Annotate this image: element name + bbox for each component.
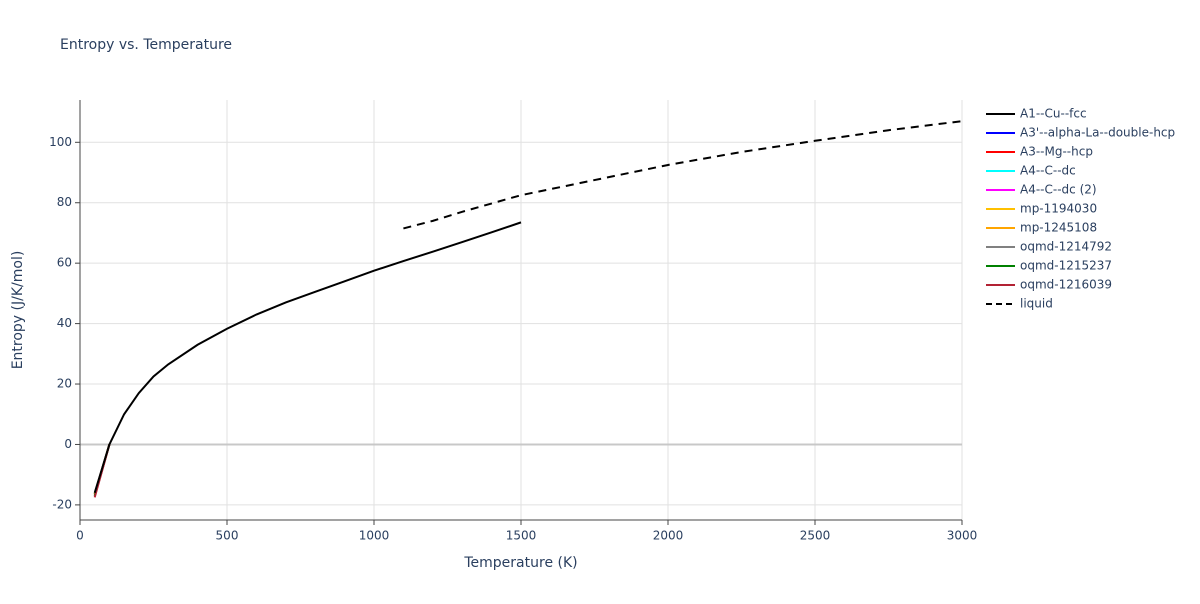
x-axis-title: Temperature (K) — [463, 555, 577, 571]
y-tick-label: 60 — [57, 256, 72, 270]
series-line — [93, 221, 522, 494]
legend-label: A4--C--dc — [1020, 164, 1076, 178]
legend-label: oqmd-1215237 — [1020, 259, 1112, 273]
y-tick-label: 0 — [64, 437, 72, 451]
y-tick-label: 40 — [57, 316, 72, 330]
y-tick-label: 80 — [57, 195, 72, 209]
legend-label: A1--Cu--fcc — [1020, 107, 1087, 121]
legend-label: mp-1194030 — [1020, 202, 1097, 216]
y-tick-label: 100 — [49, 135, 72, 149]
legend-label: mp-1245108 — [1020, 221, 1097, 235]
x-tick-label: 1500 — [506, 529, 537, 543]
x-tick-label: 500 — [216, 529, 239, 543]
chart-title: Entropy vs. Temperature — [60, 37, 232, 53]
legend-label: A3--Mg--hcp — [1020, 145, 1093, 159]
x-tick-label: 2000 — [653, 529, 684, 543]
legend-label: oqmd-1214792 — [1020, 240, 1112, 254]
y-axis-title: Entropy (J/K/mol) — [10, 251, 26, 370]
legend-label: oqmd-1216039 — [1020, 278, 1112, 292]
x-tick-label: 3000 — [947, 529, 978, 543]
y-tick-label: 20 — [57, 377, 72, 391]
x-tick-label: 0 — [76, 529, 84, 543]
legend-label: liquid — [1020, 297, 1053, 311]
series-line — [403, 120, 963, 230]
x-tick-label: 2500 — [800, 529, 831, 543]
x-tick-label: 1000 — [359, 529, 390, 543]
legend-label: A4--C--dc (2) — [1020, 183, 1097, 197]
legend-label: A3'--alpha-La--double-hcp — [1020, 126, 1175, 140]
y-tick-label: -20 — [52, 497, 72, 511]
